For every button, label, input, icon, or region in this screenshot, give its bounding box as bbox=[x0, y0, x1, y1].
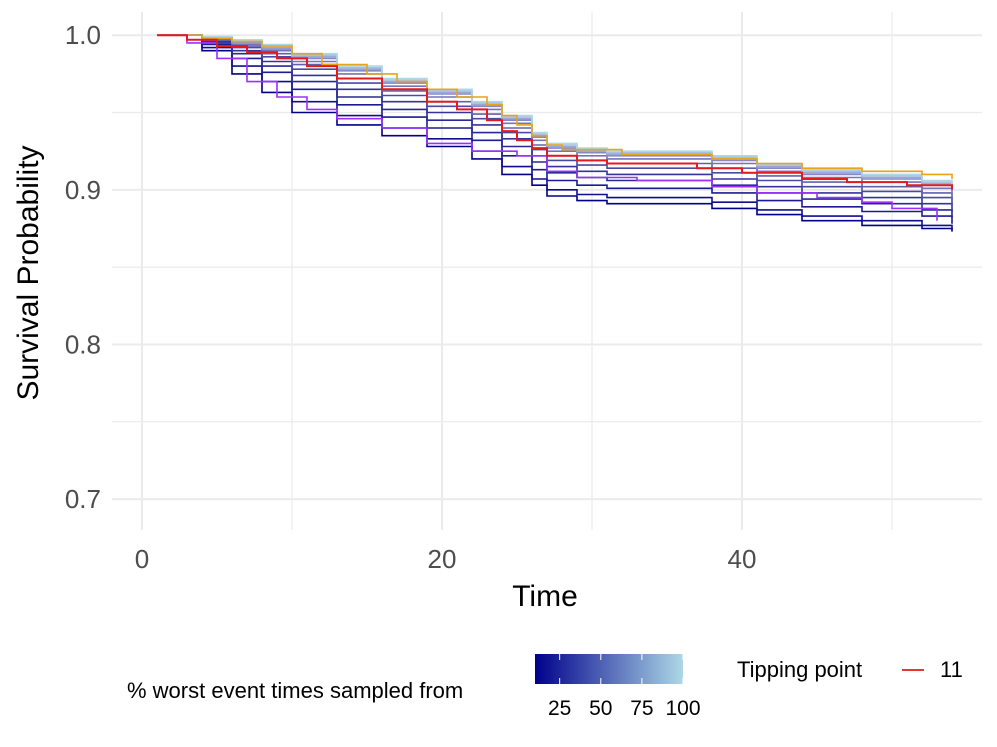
x-tick-label: 0 bbox=[135, 544, 149, 574]
tick-labels: 0 20 40 0.7 0.8 0.9 1.0 bbox=[65, 20, 757, 574]
reference-curve bbox=[157, 34, 953, 179]
x-tick-label: 40 bbox=[728, 544, 757, 574]
x-axis-title: Time bbox=[512, 580, 578, 613]
other-curve bbox=[157, 34, 938, 221]
colorbar-legend: % worst event times sampled from 25 50 75 1… bbox=[127, 654, 701, 720]
y-tick-label: 0.9 bbox=[65, 175, 101, 205]
colorbar-tick-label: 100 bbox=[665, 697, 700, 720]
colorbar-tick-label: 25 bbox=[548, 697, 571, 720]
colorbar-gradient bbox=[535, 654, 683, 684]
survival-curve bbox=[157, 34, 953, 230]
x-tick-label: 20 bbox=[428, 544, 457, 574]
survival-curve bbox=[157, 34, 953, 212]
y-axis-title: Survival Probability bbox=[12, 145, 45, 400]
series-layer bbox=[157, 34, 953, 232]
tipping-legend-label: 11 bbox=[940, 657, 963, 682]
tipping-curve bbox=[157, 34, 953, 190]
y-tick-label: 0.7 bbox=[65, 484, 101, 514]
survival-curve bbox=[157, 34, 953, 232]
y-tick-label: 0.8 bbox=[65, 329, 101, 359]
y-tick-label: 1.0 bbox=[65, 20, 101, 50]
colorbar-tick-label: 75 bbox=[630, 697, 653, 720]
grid bbox=[112, 12, 982, 530]
colorbar-tick-label: 50 bbox=[589, 697, 612, 720]
tipping-point-legend: Tipping point 11 bbox=[737, 657, 963, 682]
colorbar-title: % worst event times sampled from bbox=[127, 678, 463, 703]
colorbar-ticks: 25 50 75 100 bbox=[548, 654, 701, 720]
tipping-legend-title: Tipping point bbox=[737, 657, 862, 682]
